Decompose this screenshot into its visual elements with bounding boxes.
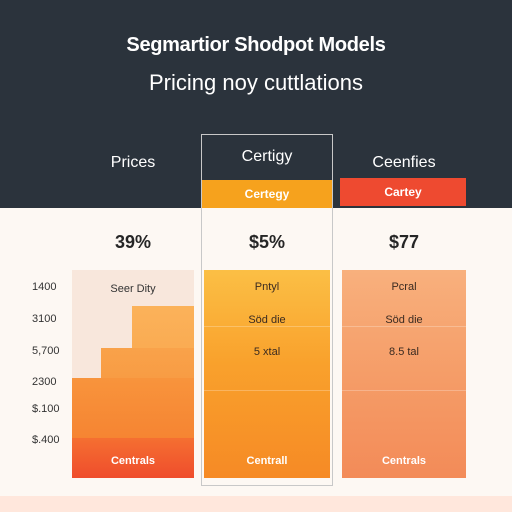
y-axis-label: 3100 [32,313,57,325]
row-divider [342,390,466,391]
page-title: Segmartior Shodpot Models [126,34,386,56]
column-header-prices: Prices [110,154,156,171]
stack-top-label: Seer Dity [110,283,156,295]
stack-footer-label: Centrals [110,455,156,467]
footer-strip [0,496,512,512]
stacked-price-column[interactable] [72,270,194,478]
plan-row-label: 5 xtal [253,346,281,358]
row-divider [204,390,330,391]
stack-base [72,438,194,478]
y-axis-label: $.400 [32,434,60,446]
plan-footer-ceenfies: Centrals [381,455,427,467]
y-axis-label: 1400 [32,281,57,293]
plan-column-certigy[interactable] [204,270,330,478]
plan-column-ceenfies[interactable] [342,270,466,478]
plan-tag-certegy[interactable]: Certegy [202,180,332,208]
plan-footer-certigy: Centrall [246,455,288,467]
selected-column-outline [201,134,333,486]
plan-row-label: Pcral [391,281,417,293]
price-value-prices: 39% [114,232,152,252]
header-panel: Segmartior Shodpot Models Pricing noy cu… [0,0,512,208]
page-subtitle: Pricing noy cuttlations [149,70,363,95]
plan-row-label: 8.5 tal [389,346,419,358]
column-header-certigy[interactable]: Certigy [241,148,293,165]
row-divider [204,326,330,327]
price-value-ceenfies: $77 [388,232,420,252]
plan-tag-cartey[interactable]: Cartey [340,178,466,206]
plan-row-label: Söd die [385,314,423,326]
y-axis-label: $.100 [32,403,60,415]
plan-row-label: Söd die [248,314,286,326]
plan-row-label: Pntyl [254,281,280,293]
column-header-ceenfies[interactable]: Ceenfies [372,154,436,171]
y-axis-label: 2300 [32,376,57,388]
price-value-certigy: $5% [248,232,286,252]
y-axis-label: 5,700 [32,345,60,357]
row-divider [342,326,466,327]
